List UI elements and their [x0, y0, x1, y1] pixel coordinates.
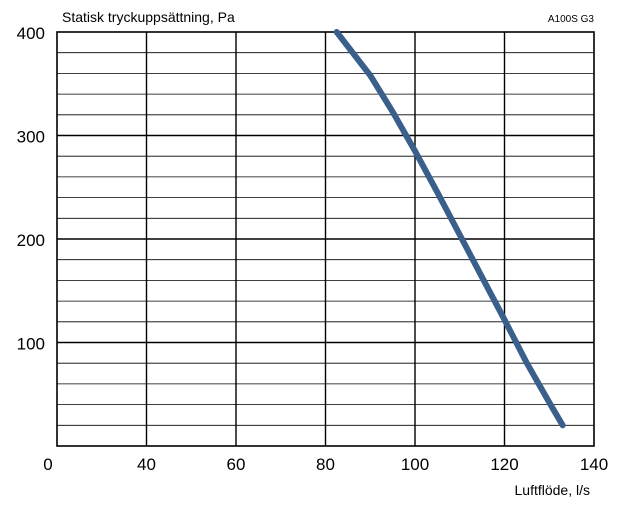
x-tick-labels: 0 40 60 80 100 120 140 [43, 455, 608, 474]
x-tick-label: 60 [227, 455, 246, 474]
x-tick-label: 100 [401, 455, 429, 474]
plot-frame [56, 31, 595, 447]
y-tick-labels: 100 200 300 400 [17, 24, 45, 354]
series-line [333, 29, 566, 429]
x-tick-label: 0 [43, 455, 52, 474]
x-tick-label: 120 [490, 455, 518, 474]
series-lines [333, 29, 566, 429]
y-tick-label: 400 [17, 24, 45, 43]
x-tick-label: 80 [316, 455, 335, 474]
y-tick-label: 300 [17, 128, 45, 147]
grid-lines [56, 31, 595, 447]
x-tick-label: 140 [580, 455, 608, 474]
y-tick-label: 100 [17, 335, 45, 354]
x-axis-label: Luftflöde, l/s [515, 482, 591, 498]
chart-title: Statisk tryckuppsättning, Pa [62, 9, 235, 25]
model-label: A100S G3 [548, 14, 595, 25]
x-tick-label: 40 [137, 455, 156, 474]
y-tick-label: 200 [17, 231, 45, 250]
